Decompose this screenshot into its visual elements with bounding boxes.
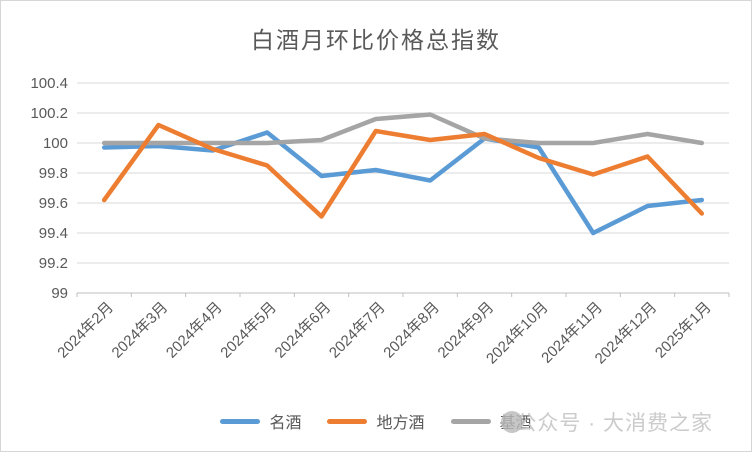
y-tick-label: 100.2 [30, 105, 68, 122]
series-lines [101, 112, 705, 236]
x-tick-label: 2024年4月 [163, 299, 226, 362]
x-tick-label: 2024年2月 [54, 299, 117, 362]
y-tick-label: 100 [43, 135, 68, 152]
y-tick-label: 99.2 [39, 255, 68, 272]
x-tick-label: 2024年3月 [109, 299, 172, 362]
x-tick-label: 2024年5月 [217, 299, 280, 362]
y-axis-labels: 100.4 100.2 100 99.8 99.6 99.4 99.2 99 [30, 75, 68, 302]
legend-swatch-icon [327, 418, 368, 424]
x-tick-label: 2024年7月 [326, 299, 389, 362]
legend-item-0: 名酒 [220, 409, 301, 433]
legend-swatch-icon [450, 418, 491, 424]
y-tick-label: 100.4 [30, 75, 68, 92]
chart-title: 白酒月环比价格总指数 [251, 27, 501, 53]
legend-item-2: 基酒 [450, 409, 532, 433]
legend: 名酒 地方酒 基酒 [1, 409, 751, 433]
y-tick-label: 99.6 [39, 195, 68, 212]
x-tick-label: 2024年6月 [272, 299, 335, 362]
x-tick-label: 2025年1月 [652, 299, 715, 362]
legend-swatch-icon [220, 418, 261, 424]
legend-label: 基酒 [499, 415, 532, 432]
x-axis-labels: 2024年2月2024年3月2024年4月2024年5月2024年6月2024年… [54, 299, 714, 368]
x-axis [76, 292, 730, 297]
series-line-1 [101, 122, 705, 219]
y-tick-label: 99.4 [39, 225, 68, 242]
series-line-0 [101, 130, 705, 236]
x-tick-label: 2024年8月 [380, 299, 443, 362]
legend-label: 地方酒 [376, 415, 425, 432]
legend-item-1: 地方酒 [327, 409, 425, 433]
legend-label: 名酒 [269, 415, 302, 432]
y-tick-label: 99.8 [39, 165, 68, 182]
y-tick-label: 99 [51, 285, 68, 302]
